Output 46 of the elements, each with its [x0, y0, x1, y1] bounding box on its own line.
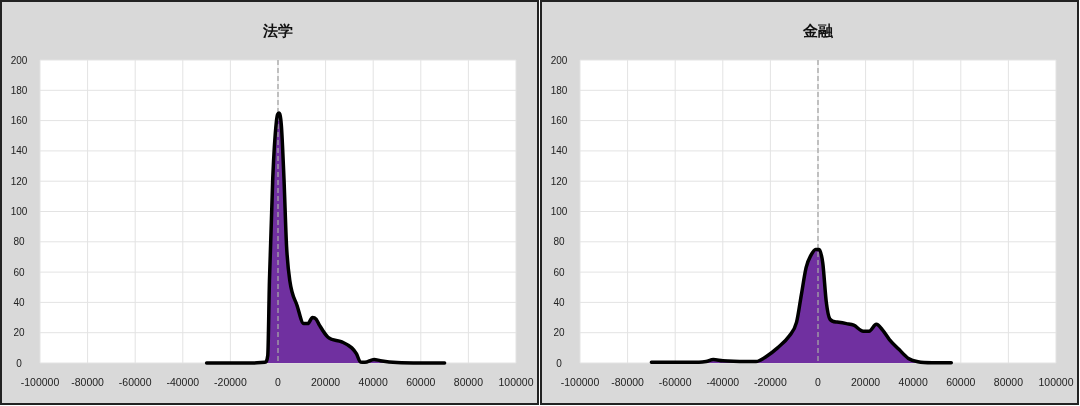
x-tick-label: 0 — [815, 376, 822, 388]
x-tick-label: 80000 — [993, 376, 1024, 388]
chart-title: 金融 — [802, 22, 834, 39]
y-tick-label: 120 — [550, 175, 568, 187]
x-tick-label: 20000 — [851, 376, 881, 388]
y-tick-label: 80 — [13, 236, 25, 248]
x-tick-label: 20000 — [311, 376, 341, 388]
y-tick-label: 120 — [10, 175, 28, 187]
x-tick-label: -80000 — [611, 376, 645, 388]
x-tick-label: 60000 — [406, 376, 436, 388]
y-tick-label: 60 — [13, 266, 25, 278]
y-tick-label: 0 — [556, 357, 563, 369]
y-tick-label: 140 — [550, 145, 568, 157]
y-tick-label: 0 — [16, 357, 23, 369]
x-tick-label: -60000 — [118, 376, 152, 388]
x-tick-label: 100000 — [498, 376, 534, 388]
y-tick-label: 20 — [13, 327, 25, 339]
x-tick-label: 80000 — [453, 376, 484, 388]
x-tick-label: -80000 — [71, 376, 105, 388]
x-tick-label: 40000 — [898, 376, 928, 388]
y-tick-label: 200 — [10, 54, 28, 66]
y-tick-label: 40 — [13, 296, 25, 308]
chart-title: 法学 — [262, 22, 293, 39]
x-tick-label: 100000 — [1038, 376, 1074, 388]
y-tick-label: 180 — [10, 84, 28, 96]
y-tick-label: 200 — [550, 54, 568, 66]
x-tick-label: -20000 — [214, 376, 247, 388]
x-tick-label: -100000 — [20, 376, 60, 388]
y-tick-label: 40 — [553, 296, 565, 308]
y-tick-label: 80 — [553, 236, 565, 248]
y-tick-label: 100 — [550, 206, 568, 217]
y-tick-label: 100 — [10, 206, 28, 217]
x-tick-label: -40000 — [706, 376, 740, 388]
y-tick-label: 60 — [553, 266, 565, 278]
x-tick-label: -60000 — [658, 376, 692, 388]
x-tick-label: -20000 — [754, 376, 787, 388]
x-tick-label: 40000 — [358, 376, 388, 388]
x-tick-label: 0 — [275, 376, 282, 388]
y-tick-label: 20 — [553, 327, 565, 339]
y-tick-label: 160 — [550, 115, 568, 127]
x-tick-label: -100000 — [560, 376, 600, 388]
y-tick-label: 180 — [550, 84, 568, 96]
x-tick-label: -40000 — [166, 376, 200, 388]
y-tick-label: 140 — [10, 145, 28, 157]
y-tick-label: 160 — [10, 115, 28, 127]
x-tick-label: 60000 — [946, 376, 976, 388]
